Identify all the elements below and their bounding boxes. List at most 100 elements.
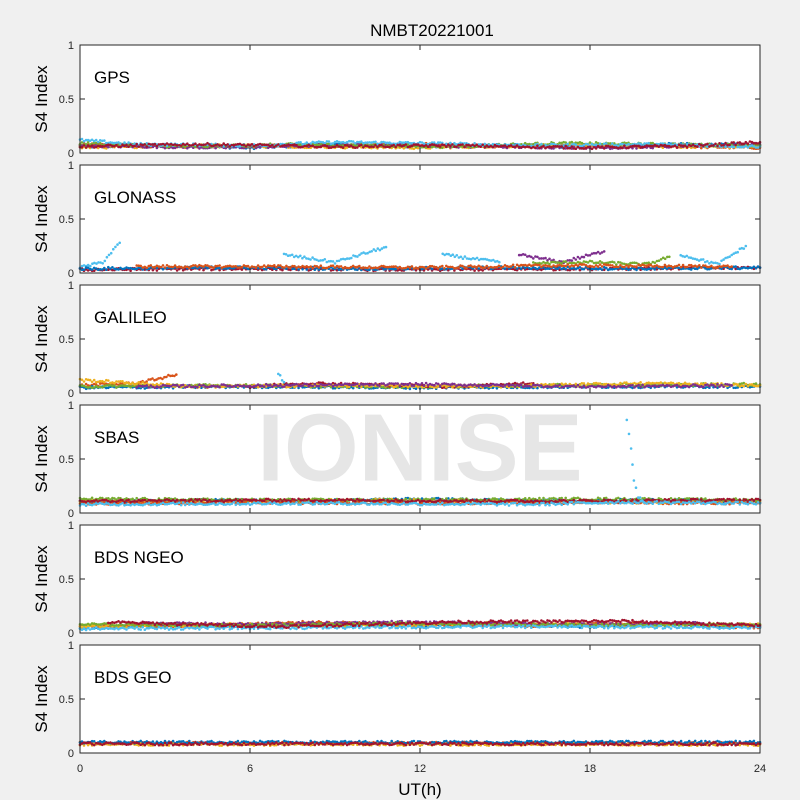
- data-point: [165, 375, 168, 379]
- data-point: [475, 256, 479, 260]
- data-point: [290, 253, 294, 257]
- data-point: [570, 145, 574, 148]
- data-point: [574, 143, 578, 146]
- data-point: [744, 382, 748, 386]
- constellation-label: GLONASS: [94, 188, 176, 207]
- data-point: [443, 267, 446, 270]
- data-point: [84, 146, 88, 149]
- data-point: [598, 142, 602, 146]
- data-point: [447, 252, 451, 256]
- data-point: [82, 144, 86, 147]
- data-point: [408, 382, 412, 385]
- data-point: [129, 269, 132, 273]
- data-point: [175, 383, 179, 387]
- data-point: [149, 264, 153, 267]
- data-point: [115, 143, 118, 147]
- data-point: [451, 253, 455, 256]
- data-point: [513, 266, 517, 269]
- data-point: [163, 266, 167, 269]
- data-point: [112, 247, 115, 251]
- data-point: [443, 146, 446, 149]
- data-point: [635, 265, 638, 268]
- data-point: [297, 268, 300, 271]
- data-point: [564, 260, 567, 263]
- data-point: [712, 144, 715, 147]
- data-point: [685, 145, 689, 149]
- data-point: [90, 268, 94, 271]
- data-point: [370, 250, 374, 253]
- data-point: [730, 267, 733, 271]
- data-point: [578, 266, 582, 269]
- data-point: [376, 145, 379, 149]
- data-point: [746, 384, 750, 388]
- data-point: [564, 144, 567, 148]
- data-point: [135, 142, 138, 146]
- data-point: [350, 256, 353, 260]
- data-point: [341, 146, 345, 149]
- data-point: [358, 264, 361, 268]
- data-point: [299, 254, 302, 258]
- data-point: [82, 380, 86, 383]
- data-point: [374, 140, 377, 144]
- data-point: [212, 266, 215, 270]
- data-point: [103, 259, 107, 263]
- data-point: [283, 385, 286, 388]
- data-point: [402, 147, 406, 150]
- data-point: [700, 146, 703, 150]
- data-point: [679, 265, 683, 269]
- data-point: [90, 380, 94, 384]
- data-point: [309, 146, 313, 149]
- data-point: [659, 258, 663, 261]
- data-point: [137, 145, 140, 148]
- data-point: [281, 268, 284, 272]
- data-point: [356, 255, 359, 258]
- data-point: [293, 264, 296, 268]
- data-point: [372, 145, 375, 149]
- data-point: [143, 143, 147, 146]
- data-point: [194, 142, 197, 145]
- data-point: [323, 258, 327, 261]
- data-point: [598, 382, 602, 385]
- data-point: [542, 144, 545, 148]
- data-point: [536, 144, 539, 147]
- data-point: [151, 377, 154, 380]
- data-point: [590, 260, 594, 263]
- data-point: [327, 140, 331, 143]
- data-point: [659, 381, 663, 384]
- data-point: [604, 142, 608, 145]
- data-point: [716, 144, 719, 148]
- data-point: [742, 384, 746, 388]
- data-point: [515, 144, 519, 147]
- data-point: [574, 147, 578, 150]
- data-point: [339, 265, 343, 268]
- data-point: [309, 258, 312, 261]
- data-point: [303, 255, 306, 258]
- data-point: [218, 385, 221, 389]
- data-point: [94, 138, 98, 142]
- data-point: [319, 264, 323, 268]
- data-point: [503, 267, 507, 270]
- data-point: [305, 383, 309, 386]
- data-point: [333, 262, 337, 265]
- data-point: [574, 258, 578, 261]
- data-point: [602, 250, 606, 253]
- data-point: [730, 265, 733, 268]
- data-point: [734, 143, 737, 147]
- data-point: [451, 143, 454, 146]
- data-point: [754, 382, 758, 385]
- data-point: [560, 145, 563, 148]
- data-point: [295, 143, 298, 147]
- data-point: [218, 264, 221, 267]
- data-point: [718, 142, 721, 145]
- data-point: [598, 263, 602, 266]
- data-point: [722, 144, 725, 147]
- data-point: [438, 145, 442, 148]
- data-point: [113, 384, 116, 387]
- data-point: [461, 257, 465, 261]
- data-point: [188, 383, 191, 387]
- data-point: [349, 144, 353, 147]
- data-point: [752, 265, 756, 269]
